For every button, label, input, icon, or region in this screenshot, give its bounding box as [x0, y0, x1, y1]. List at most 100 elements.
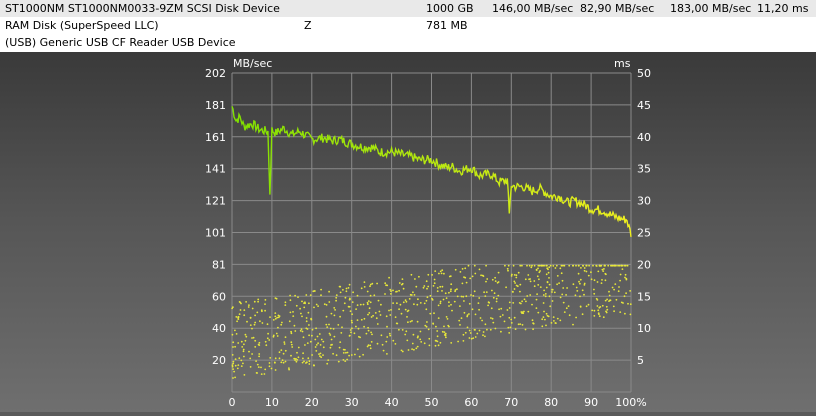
- access-point: [292, 311, 294, 313]
- access-point: [485, 291, 488, 293]
- access-point: [234, 364, 237, 367]
- access-point: [514, 328, 517, 330]
- access-point: [461, 282, 464, 285]
- device-row[interactable]: (USB) Generic USB CF Reader USB Device: [0, 34, 816, 51]
- access-point: [311, 354, 313, 356]
- access-point: [593, 292, 596, 295]
- access-point: [479, 317, 482, 319]
- access-point: [552, 316, 555, 318]
- access-point: [350, 331, 352, 334]
- x-tick-label: 40: [385, 396, 399, 409]
- access-point: [367, 344, 370, 347]
- device-size: 781 MB: [426, 19, 468, 32]
- access-point: [533, 264, 536, 267]
- access-point: [608, 290, 610, 293]
- access-point: [413, 303, 415, 306]
- access-point: [478, 329, 481, 332]
- access-point: [535, 269, 538, 271]
- access-point: [588, 264, 590, 267]
- right-tick-label: 20: [637, 258, 651, 271]
- access-point: [553, 291, 556, 294]
- access-point: [468, 329, 471, 332]
- right-tick-label: 45: [637, 99, 651, 112]
- x-tick-label: 10: [265, 396, 279, 409]
- access-point: [438, 272, 440, 275]
- access-point: [613, 310, 615, 313]
- access-point: [507, 269, 509, 272]
- access-point: [330, 338, 333, 341]
- access-point: [513, 280, 516, 283]
- access-point: [474, 336, 477, 338]
- device-row[interactable]: ST1000NM ST1000NM0033-9ZM SCSI Disk Devi…: [0, 0, 816, 17]
- access-point: [427, 285, 430, 288]
- access-point: [601, 268, 604, 271]
- access-point: [280, 349, 283, 351]
- access-point: [425, 325, 428, 328]
- left-tick-label: 40: [212, 322, 226, 335]
- access-point: [232, 306, 234, 308]
- access-point: [436, 290, 439, 293]
- access-point: [551, 300, 554, 302]
- access-point: [526, 264, 528, 267]
- access-point: [248, 304, 250, 306]
- access-point: [400, 349, 403, 352]
- access-point: [392, 302, 394, 304]
- access-point: [332, 352, 334, 355]
- access-point: [317, 305, 319, 307]
- access-point: [290, 330, 292, 333]
- access-point: [406, 316, 408, 318]
- access-point: [359, 303, 362, 306]
- access-point: [610, 264, 612, 267]
- access-point: [323, 303, 326, 306]
- access-point: [537, 267, 539, 270]
- access-point: [367, 300, 370, 302]
- access-point: [231, 307, 234, 310]
- access-point: [517, 271, 520, 274]
- access-point: [445, 297, 448, 299]
- access-point: [267, 332, 269, 335]
- access-point: [362, 303, 365, 306]
- access-point: [445, 316, 448, 318]
- access-point: [302, 357, 304, 360]
- access-point: [423, 285, 426, 287]
- access-point: [478, 268, 481, 271]
- access-point: [340, 332, 343, 334]
- access-point: [486, 278, 489, 280]
- access-point: [374, 312, 377, 314]
- access-point: [276, 316, 279, 319]
- access-point: [376, 342, 379, 345]
- access-point: [264, 340, 267, 343]
- access-point: [533, 280, 536, 282]
- access-point: [251, 327, 253, 330]
- access-point: [258, 355, 260, 358]
- access-point: [266, 337, 269, 340]
- access-point: [369, 301, 372, 304]
- access-point: [243, 314, 246, 317]
- access-point: [313, 306, 315, 309]
- access-point: [491, 278, 494, 281]
- access-point: [283, 341, 286, 343]
- access-point: [260, 373, 263, 375]
- device-row[interactable]: RAM Disk (SuperSpeed LLC) Z 781 MB: [0, 17, 816, 34]
- access-point: [406, 339, 409, 342]
- access-point: [447, 324, 450, 327]
- access-point: [574, 294, 577, 297]
- access-point: [281, 359, 284, 362]
- access-point: [278, 351, 281, 354]
- access-point: [297, 356, 300, 359]
- access-point: [356, 304, 359, 306]
- access-point: [542, 302, 545, 304]
- access-point: [269, 357, 272, 359]
- access-point: [551, 288, 553, 291]
- access-point: [426, 287, 428, 290]
- access-point: [477, 302, 480, 304]
- access-point: [389, 288, 392, 291]
- access-point: [395, 290, 397, 293]
- access-point: [259, 320, 261, 323]
- access-point: [402, 301, 405, 304]
- access-point: [384, 293, 386, 295]
- access-point: [472, 337, 475, 339]
- access-point: [367, 313, 369, 316]
- access-point: [521, 312, 523, 314]
- access-point: [478, 297, 481, 299]
